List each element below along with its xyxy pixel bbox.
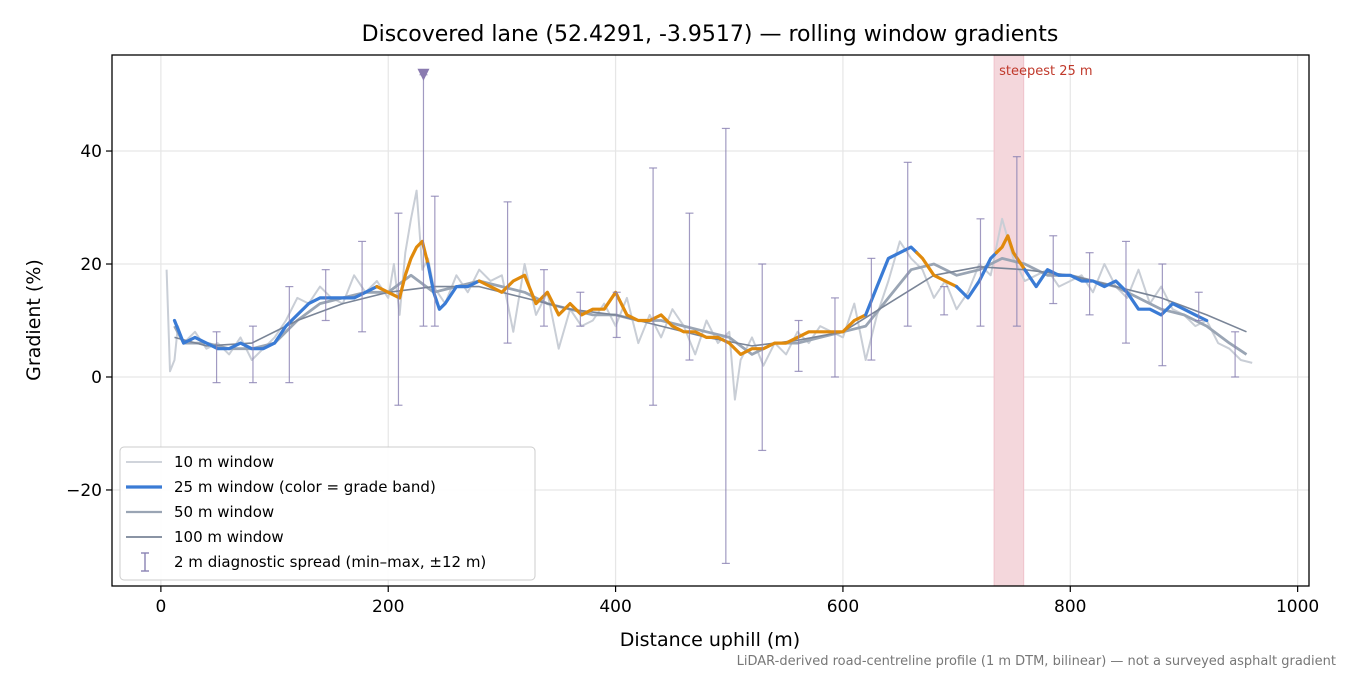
footnote: LiDAR-derived road-centreline profile (1…	[737, 654, 1336, 669]
legend-label: 50 m window	[174, 503, 274, 521]
series-line-25m-segment	[864, 245, 919, 317]
x-axis-ticks: 0 200 400 600 800 1000	[155, 586, 1319, 617]
legend-box	[119, 446, 536, 581]
series-line-25m-segment	[1023, 268, 1209, 323]
chart-title: Discovered lane (52.4291, -3.9517) — rol…	[362, 22, 1059, 47]
max-spread-marker	[417, 68, 430, 81]
y-tick-label: 20	[80, 255, 102, 275]
legend-label: 2 m diagnostic spread (min–max, ±12 m)	[174, 553, 486, 571]
x-tick-label: 600	[827, 597, 859, 617]
plot-frame	[111, 54, 1310, 587]
y-tick-label: 40	[80, 142, 102, 162]
x-tick-label: 200	[372, 597, 404, 617]
x-tick-label: 0	[155, 597, 166, 617]
y-tick-label: −20	[66, 481, 102, 501]
steepest-band-layer: steepest 25 m	[993, 55, 1093, 586]
legend-label: 100 m window	[174, 528, 284, 546]
legend-label: 25 m window (color = grade band)	[174, 478, 436, 496]
y-axis-label: Gradient (%)	[23, 259, 45, 381]
marker-layer	[417, 68, 430, 81]
x-tick-label: 800	[1054, 597, 1086, 617]
series-line-25m-segment	[954, 251, 999, 300]
legend-label: 10 m window	[174, 453, 274, 471]
steepest-band-label: steepest 25 m	[999, 64, 1092, 79]
y-tick-label: 0	[91, 368, 102, 388]
steepest-band	[994, 55, 1024, 586]
series-line-25m-segment	[172, 285, 379, 351]
x-tick-label: 400	[599, 597, 631, 617]
series-line-25m-segment	[375, 239, 430, 300]
series-line-25m-segment	[426, 262, 481, 311]
x-tick-label: 1000	[1276, 597, 1319, 617]
series-line-25m-segment	[915, 251, 959, 289]
y-axis-ticks: −20 0 20 40	[66, 142, 112, 501]
legend: 10 m window 25 m window (color = grade ba…	[119, 446, 536, 581]
x-axis-label: Distance uphill (m)	[620, 629, 800, 651]
error-bar-layer	[212, 74, 1240, 565]
